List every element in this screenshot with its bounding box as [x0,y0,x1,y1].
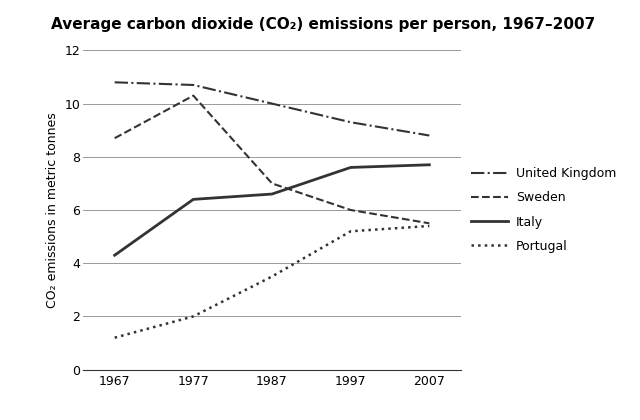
Italy [111,253,118,258]
Sweden [189,93,197,98]
United Kingdom [111,80,118,85]
Sweden [426,221,433,226]
United Kingdom [347,120,355,125]
United Kingdom [426,133,433,138]
Portugal [111,335,118,340]
Line: Portugal: Portugal [115,226,429,338]
Portugal [189,314,197,319]
United Kingdom [189,82,197,87]
Line: United Kingdom: United Kingdom [115,82,429,136]
Sweden [268,181,276,186]
Portugal [426,223,433,228]
Italy [426,162,433,167]
Sweden [347,207,355,213]
Legend: United Kingdom, Sweden, Italy, Portugal: United Kingdom, Sweden, Italy, Portugal [471,167,616,253]
Italy [189,197,197,202]
Portugal [347,229,355,234]
Text: Average carbon dioxide (CO₂) emissions per person, 1967–2007: Average carbon dioxide (CO₂) emissions p… [51,17,595,32]
Line: Italy: Italy [115,165,429,255]
Line: Sweden: Sweden [115,96,429,223]
Italy [268,192,276,197]
United Kingdom [268,101,276,106]
Y-axis label: CO₂ emissions in metric tonnes: CO₂ emissions in metric tonnes [46,112,59,308]
Portugal [268,274,276,279]
Italy [347,165,355,170]
Sweden [111,136,118,141]
